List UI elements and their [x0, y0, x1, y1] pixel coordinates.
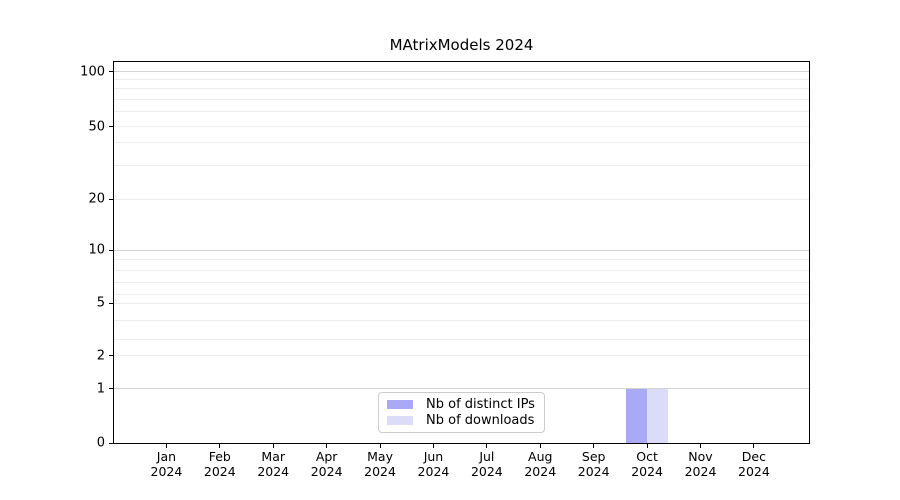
legend-label-downloads: Nb of downloads: [426, 412, 535, 428]
gridline: [114, 126, 809, 128]
x-tick-mark: [219, 444, 221, 448]
y-tick-label: 20: [88, 191, 105, 207]
x-tick-label: Oct 2024: [631, 449, 663, 479]
gridline: [114, 88, 809, 90]
x-tick-mark: [486, 444, 488, 448]
x-tick-label: May 2024: [364, 449, 396, 479]
y-tick-mark: [109, 71, 113, 73]
gridline: [114, 71, 809, 73]
bar-downloads-oct: [647, 388, 669, 443]
x-tick-mark: [165, 444, 167, 448]
x-tick-label: Feb 2024: [203, 449, 236, 479]
x-tick-label: Jun 2024: [417, 449, 450, 479]
x-tick-mark: [700, 444, 701, 448]
chart-title: MAtrixModels 2024: [389, 36, 534, 54]
x-tick-label: Apr 2024: [310, 449, 343, 479]
x-tick-mark: [646, 444, 648, 448]
y-tick-label: 2: [96, 348, 105, 364]
gridline: [114, 388, 809, 390]
gridline: [114, 258, 809, 260]
y-tick-mark: [109, 388, 113, 390]
x-tick-label: Jan 2024: [150, 449, 183, 479]
x-tick-mark: [593, 444, 595, 448]
y-tick-label: 5: [96, 295, 105, 311]
legend-entry-downloads: Nb of downloads: [387, 413, 538, 428]
y-tick-label: 0: [96, 435, 105, 451]
y-tick-mark: [109, 198, 113, 200]
x-tick-label: Nov 2024: [684, 449, 717, 479]
y-tick-mark: [109, 442, 113, 444]
y-tick-label: 100: [80, 64, 105, 80]
y-tick-label: 50: [88, 119, 105, 135]
gridline: [114, 355, 809, 357]
gridline: [114, 339, 809, 341]
gridline: [114, 293, 809, 295]
bar-distinct-ips-oct: [626, 388, 648, 443]
gridline: [114, 165, 809, 167]
plot-area: [113, 61, 810, 444]
x-tick-mark: [539, 444, 541, 448]
gridline: [114, 302, 809, 304]
x-tick-label: Aug 2024: [524, 449, 557, 479]
x-tick-mark: [753, 444, 755, 448]
legend-swatch-distinct-ips: [387, 400, 413, 410]
x-tick-mark: [432, 444, 434, 448]
x-tick-label: Sep 2024: [577, 449, 610, 479]
y-tick-mark: [109, 249, 113, 251]
legend-label-distinct-ips: Nb of distinct IPs: [426, 397, 535, 413]
gridline: [114, 320, 809, 322]
x-tick-mark: [272, 444, 274, 448]
legend-swatch-downloads: [387, 415, 413, 425]
x-tick-label: Dec 2024: [738, 449, 770, 479]
gridline: [114, 99, 809, 101]
gridline: [114, 198, 809, 200]
gridline: [114, 142, 809, 144]
gridline: [114, 111, 809, 113]
y-tick-mark: [109, 355, 113, 357]
x-tick-mark: [326, 444, 328, 448]
y-tick-mark: [109, 302, 113, 304]
gridline: [114, 249, 809, 251]
y-tick-label: 10: [88, 242, 105, 258]
gridline: [114, 79, 809, 81]
x-tick-label: Mar 2024: [257, 449, 290, 479]
gridline: [114, 269, 809, 271]
y-tick-mark: [109, 126, 113, 128]
legend: Nb of distinct IPs Nb of downloads: [378, 392, 545, 433]
y-tick-label: 1: [96, 381, 105, 397]
legend-entry-distinct-ips: Nb of distinct IPs: [387, 397, 538, 412]
x-tick-label: Jul 2024: [470, 449, 503, 479]
gridline: [114, 281, 809, 283]
x-tick-mark: [379, 444, 381, 448]
